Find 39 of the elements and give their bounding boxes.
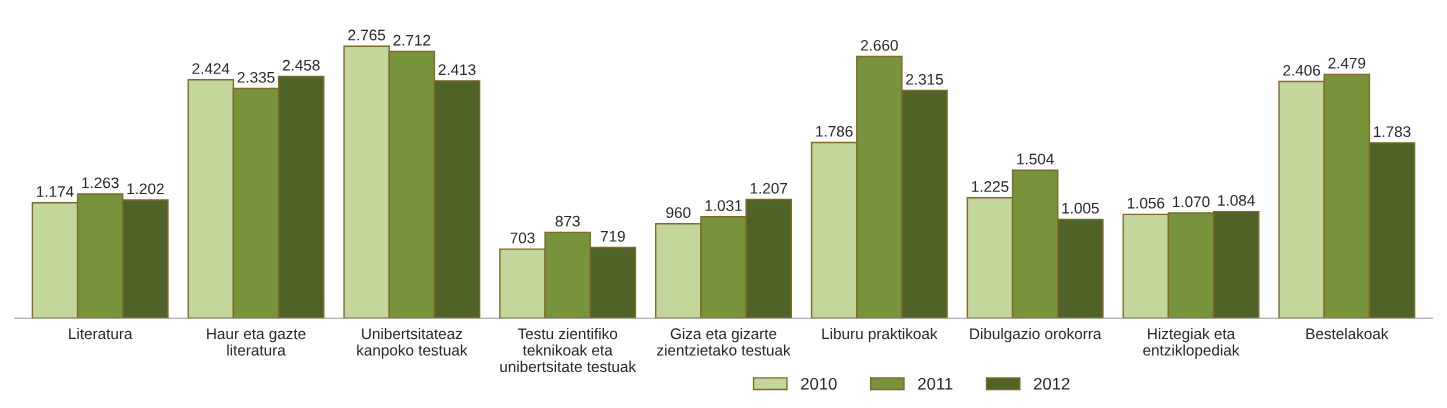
data-label: 1.084 bbox=[1218, 194, 1255, 206]
x-tick-label: Hiztegiak eta entziklopediak bbox=[1143, 327, 1240, 359]
x-tick-label: Literatura bbox=[69, 327, 133, 340]
data-label: 1.070 bbox=[1173, 196, 1210, 208]
data-label: 1.786 bbox=[816, 125, 853, 137]
data-label: 719 bbox=[600, 230, 625, 242]
data-label: 1.202 bbox=[127, 183, 164, 195]
data-label: 1.207 bbox=[750, 182, 788, 194]
x-tick-label: Giza eta gizarte zientzietako testuak bbox=[657, 327, 791, 356]
data-label: 2.458 bbox=[282, 59, 320, 71]
x-tick-label: Unibertsitateaz kanpoko testuak bbox=[357, 327, 468, 359]
data-label: 1.174 bbox=[37, 186, 74, 197]
data-label: 703 bbox=[510, 232, 535, 244]
x-tick-label: Bestelakoak bbox=[1306, 327, 1389, 340]
legend-label: 2010 bbox=[801, 377, 837, 390]
data-label: 1.005 bbox=[1062, 202, 1099, 214]
data-label: 2.413 bbox=[438, 64, 476, 76]
data-label: 960 bbox=[666, 207, 691, 218]
data-label: 1.225 bbox=[972, 181, 1009, 192]
data-label: 2.479 bbox=[1328, 57, 1366, 69]
x-tick-label: Liburu praktikoak bbox=[822, 327, 938, 343]
x-tick-label: Testu zientifiko teknikoak eta unibertsitate testuak bbox=[500, 327, 637, 373]
data-label: 2.406 bbox=[1283, 64, 1321, 76]
data-label: 873 bbox=[555, 215, 580, 227]
data-label: 1.783 bbox=[1374, 126, 1411, 138]
data-label: 2.335 bbox=[237, 71, 275, 83]
legend-label: 2011 bbox=[918, 377, 953, 390]
data-label: 2.315 bbox=[906, 73, 943, 85]
x-tick-label: Haur eta gazte literatura bbox=[207, 328, 306, 356]
data-label: 1.056 bbox=[1127, 197, 1165, 209]
x-tick-label: Dibulgazio orokorra bbox=[970, 327, 1102, 343]
data-label: 1.263 bbox=[82, 177, 119, 189]
data-label: 2.660 bbox=[860, 39, 898, 51]
data-label: 2.424 bbox=[192, 63, 230, 74]
data-label: 2.712 bbox=[393, 34, 431, 46]
data-label: 1.031 bbox=[705, 200, 742, 212]
data-label: 1.504 bbox=[1017, 153, 1054, 165]
legend-label: 2012 bbox=[1034, 377, 1070, 390]
data-label: 2.765 bbox=[348, 29, 386, 41]
